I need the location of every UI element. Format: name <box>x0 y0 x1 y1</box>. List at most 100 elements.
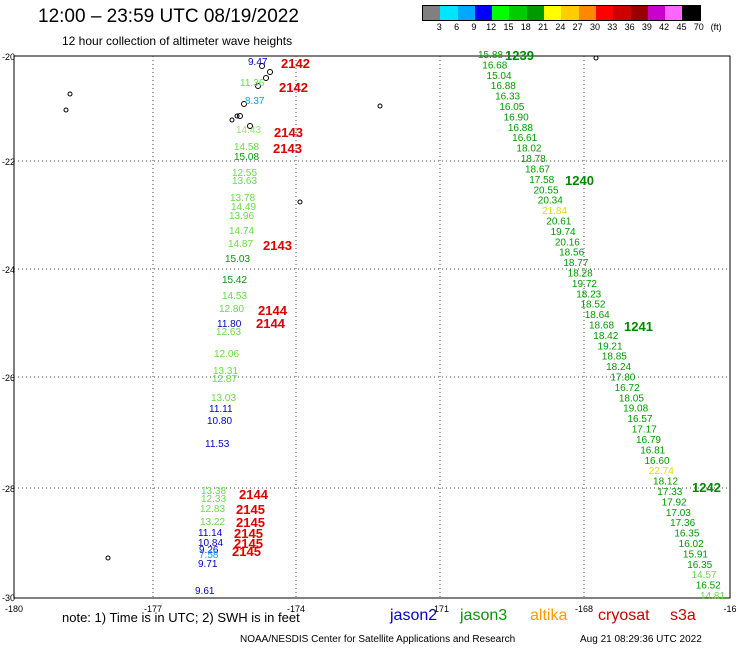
swh-value-right: 14.57 <box>691 570 716 581</box>
colorbar-label: 36 <box>624 22 635 32</box>
colorbar-label: 3 <box>436 22 442 32</box>
colorbar-label: 45 <box>676 22 687 32</box>
swh-value-left: 15.03 <box>225 254 250 265</box>
swh-value-right: 16.60 <box>645 456 670 467</box>
longitude-label: -174 <box>287 604 305 614</box>
pass-number-label: 2145 <box>236 515 265 530</box>
swh-value-left: 13.78 <box>230 193 255 204</box>
colorbar-label: 42 <box>659 22 670 32</box>
swh-value-left: 9.71 <box>198 559 218 570</box>
swh-value-left: 10.84 <box>198 538 223 549</box>
pass-number-label: 1239 <box>505 48 534 63</box>
pass-number-label: 2144 <box>258 303 288 318</box>
island-outline <box>105 555 111 561</box>
island-outline <box>229 117 235 123</box>
credit-text: NOAA/NESDIS Center for Satellite Applica… <box>240 634 516 645</box>
swh-value-left: 14.43 <box>236 125 261 136</box>
swh-value-right: 16.52 <box>696 581 721 592</box>
swh-value-right: 18.67 <box>525 164 550 175</box>
swh-value-right: 16.57 <box>627 414 652 425</box>
footer-note: note: 1) Time is in UTC; 2) SWH is in fe… <box>62 610 300 625</box>
swh-value-right: 18.23 <box>576 289 601 300</box>
pass-number-label: 2142 <box>279 80 308 95</box>
swh-value-left: 14.58 <box>234 142 259 153</box>
swh-value-right: 15.88 <box>478 50 503 61</box>
island-outline <box>237 113 243 119</box>
longitude-label: -180 <box>5 604 23 614</box>
island-outline <box>259 63 265 69</box>
generated-timestamp: Aug 21 08:29:36 UTC 2022 <box>580 634 702 645</box>
colorbar-label: 24 <box>555 22 566 32</box>
swh-value-right: 22.74 <box>649 466 674 477</box>
swh-value-left: 11.36 <box>240 78 265 89</box>
swh-value-right: 18.52 <box>580 300 605 311</box>
map-subtitle: 12 hour collection of altimeter wave hei… <box>62 34 293 48</box>
swh-value-right: 16.88 <box>508 123 533 134</box>
colorbar-swatch <box>630 6 648 20</box>
swh-value-right: 16.79 <box>636 435 661 446</box>
colorbar-label: 9 <box>471 22 477 32</box>
island-outline <box>247 123 253 129</box>
swh-value-left: 9.26 <box>199 545 219 556</box>
colorbar-swatch <box>423 6 441 20</box>
swh-value-right: 16.90 <box>504 112 529 123</box>
colorbar-swatch <box>682 6 700 20</box>
swh-value-right: 18.64 <box>585 310 610 321</box>
longitude-label: -171 <box>431 604 449 614</box>
swh-value-right: 16.68 <box>482 60 507 71</box>
swh-value-right: 14.81 <box>700 591 725 602</box>
swh-value-right: 16.61 <box>512 133 537 144</box>
swh-value-left: 13.03 <box>211 393 236 404</box>
swh-value-left: 13.96 <box>229 211 254 222</box>
pass-number-label: 2145 <box>232 544 261 559</box>
island-outline <box>377 103 383 109</box>
swh-value-left: 13.38 <box>201 486 226 497</box>
map-frame <box>13 55 731 599</box>
legend-cryosat: cryosat <box>598 607 650 624</box>
swh-value-left: 12.87 <box>212 374 237 385</box>
swh-value-right: 17.17 <box>632 425 657 436</box>
longitude-label: -177 <box>144 604 162 614</box>
colorbar-label: 39 <box>641 22 652 32</box>
swh-value-left: 14.49 <box>231 202 256 213</box>
swh-value-left: 12.33 <box>201 494 226 505</box>
colorbar-swatch <box>595 6 614 20</box>
swh-value-left: 10.80 <box>207 416 232 427</box>
swh-value-right: 20.16 <box>555 237 580 248</box>
swh-value-left: 15.08 <box>234 152 259 163</box>
island-outline <box>255 83 261 89</box>
pass-number-label: 2145 <box>234 536 263 551</box>
swh-value-right: 16.33 <box>495 92 520 103</box>
colorbar-swatch <box>544 6 562 20</box>
swh-value-right: 16.05 <box>499 102 524 113</box>
swh-value-right: 18.12 <box>653 477 678 488</box>
swh-value-left: 11.14 <box>198 528 223 539</box>
pass-number-label: 2143 <box>273 141 302 156</box>
island-outline <box>63 107 69 113</box>
colorbar-label: 30 <box>589 22 601 32</box>
colorbar-swatch <box>578 6 596 20</box>
swh-value-right: 19.74 <box>551 227 576 238</box>
swh-value-right: 18.24 <box>606 362 631 373</box>
swh-value-left: 12.06 <box>214 349 239 360</box>
swh-value-right: 16.72 <box>615 383 640 394</box>
swh-value-left: 12.55 <box>232 168 257 179</box>
swh-value-right: 18.28 <box>568 268 593 279</box>
swh-value-left: 15.42 <box>222 275 247 286</box>
colorbar-swatch <box>492 6 510 20</box>
colorbar-swatch <box>509 6 527 20</box>
swh-value-right: 15.91 <box>683 549 708 560</box>
swh-value-right: 17.33 <box>657 487 682 498</box>
latitude-label: -26 <box>2 373 15 383</box>
swh-value-right: 16.35 <box>674 529 699 540</box>
colorbar-label: 15 <box>503 22 514 32</box>
pass-number-label: 2142 <box>281 56 310 71</box>
swh-value-right: 16.02 <box>679 539 704 550</box>
swh-value-right: 16.88 <box>491 81 516 92</box>
colorbar-swatch <box>613 6 631 20</box>
swh-value-right: 19.72 <box>572 279 597 290</box>
swh-value-left: 12.63 <box>216 327 241 338</box>
swh-value-right: 20.61 <box>546 216 571 227</box>
colorbar-swatch <box>457 6 475 20</box>
pass-number-label: 2144 <box>256 316 286 331</box>
